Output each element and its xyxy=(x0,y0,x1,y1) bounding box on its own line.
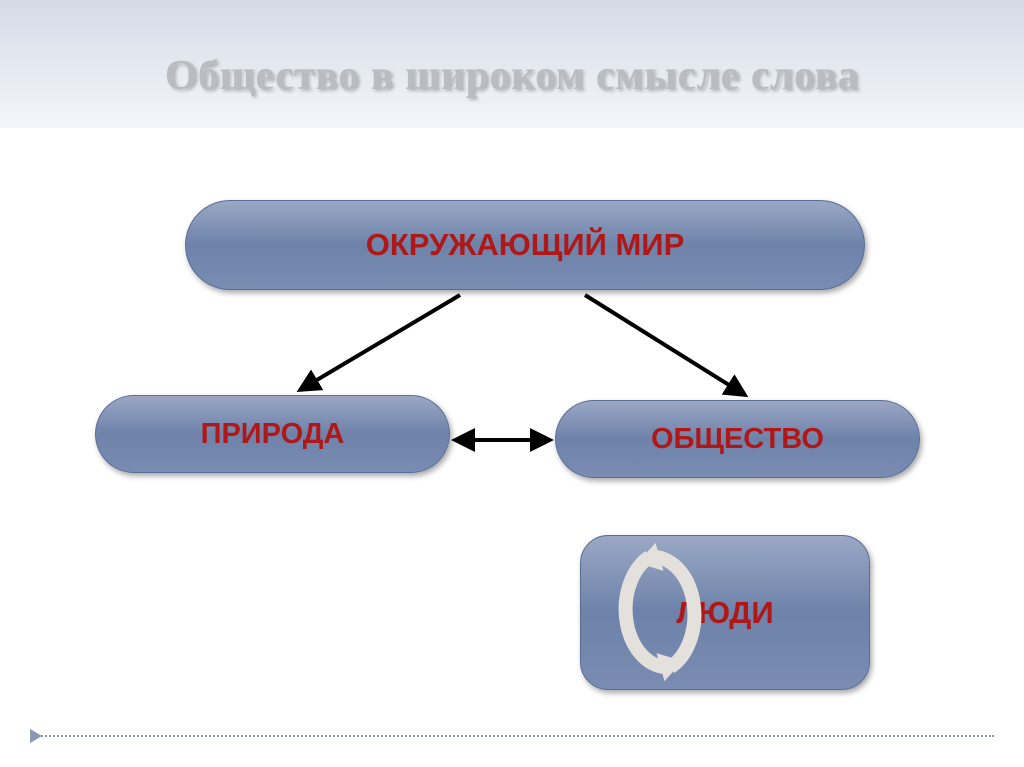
node-nature-label: ПРИРОДА xyxy=(201,418,345,451)
node-people: ЛЮДИ xyxy=(580,535,870,690)
footer-marker xyxy=(30,729,42,743)
arrow-world-society xyxy=(585,295,745,395)
page-title: Общество в широком смысле слова xyxy=(0,52,1024,100)
footer-divider xyxy=(30,735,994,737)
node-world: ОКРУЖАЮЩИЙ МИР xyxy=(185,200,865,290)
node-people-label: ЛЮДИ xyxy=(676,595,773,631)
node-nature: ПРИРОДА xyxy=(95,395,450,473)
arrow-world-nature xyxy=(300,295,460,390)
node-world-label: ОКРУЖАЮЩИЙ МИР xyxy=(366,227,685,263)
node-society-label: ОБЩЕСТВО xyxy=(651,423,824,456)
node-society: ОБЩЕСТВО xyxy=(555,400,920,478)
